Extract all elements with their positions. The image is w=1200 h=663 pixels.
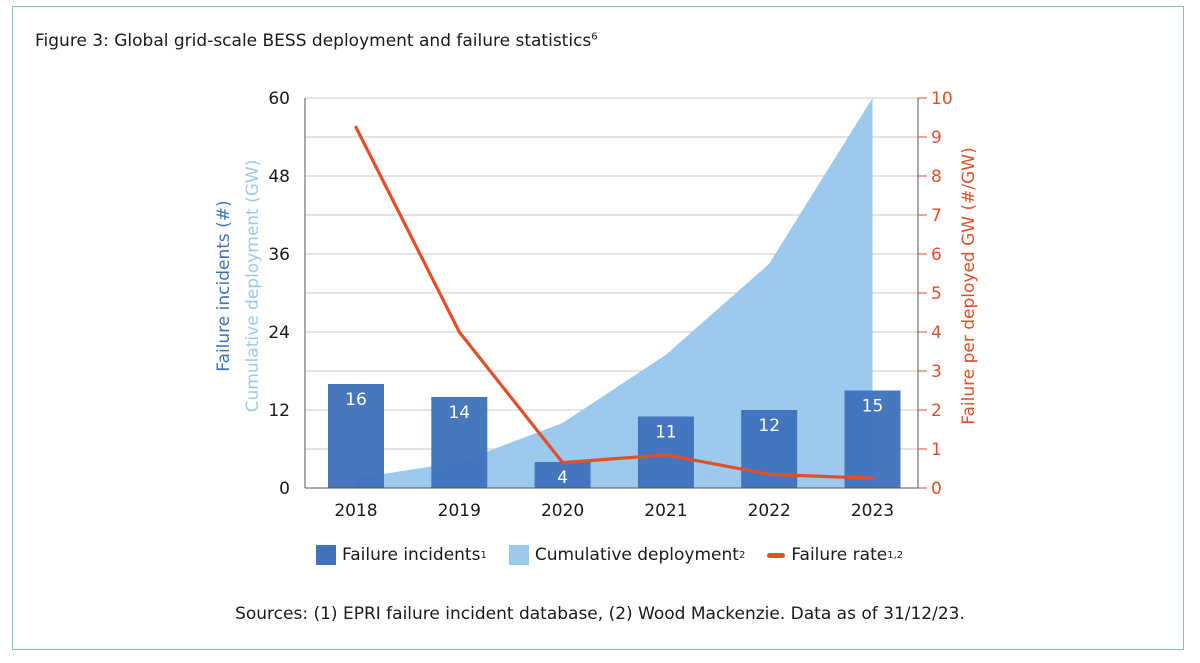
bar-data-label-2023: 15 — [862, 397, 884, 417]
y-left-tick-label: 48 — [268, 167, 290, 187]
figure-frame — [12, 6, 1184, 650]
legend-label-rate: Failure rate — [791, 545, 888, 565]
x-tick-label-2022: 2022 — [748, 501, 791, 521]
y-left-label-deployment: Cumulative deployment (GW) — [243, 160, 263, 413]
legend-item-incidents: Failure incidents 1 — [316, 545, 487, 565]
bar-data-label-2020: 4 — [557, 468, 568, 488]
figure-title-footnote: 6 — [591, 31, 598, 43]
y-right-tick-label: 7 — [931, 206, 942, 226]
bar-data-label-2022: 12 — [758, 416, 780, 436]
point-failure-rate-2020 — [561, 461, 565, 465]
y-right-label: Failure per deployed GW (#/GW) — [959, 147, 979, 424]
x-tick-label-2019: 2019 — [438, 501, 481, 521]
x-tick-label-2018: 2018 — [334, 501, 377, 521]
legend-label-incidents: Failure incidents — [342, 545, 481, 565]
legend-footnote-deployment: 2 — [738, 549, 746, 561]
figure-title-text: Figure 3: Global grid-scale BESS deploym… — [35, 31, 592, 51]
y-right-tick-label: 1 — [931, 440, 942, 460]
y-right-tick-label: 3 — [931, 362, 942, 382]
legend-swatch-deployment — [508, 545, 529, 565]
y-right-tick-label: 5 — [931, 284, 942, 304]
y-right-tick-label: 10 — [931, 89, 953, 109]
y-right-tick-label: 8 — [931, 167, 942, 187]
bar-failure-incidents-2019 — [431, 397, 488, 488]
legend-item-deployment: Cumulative deployment 2 — [508, 545, 746, 565]
point-failure-rate-2023 — [870, 476, 875, 480]
y-left-label-incidents: Failure incidents (#) — [214, 200, 234, 371]
y-left-tick-label: 36 — [268, 245, 290, 265]
legend-footnote-rate: 1,2 — [887, 549, 904, 561]
point-failure-rate-2019 — [457, 330, 461, 334]
bar-failure-incidents-2018 — [328, 384, 384, 488]
y-right-tick-label: 9 — [931, 128, 942, 148]
point-failure-rate-2022 — [767, 472, 771, 476]
point-failure-rate-2021 — [664, 453, 668, 457]
y-right-tick-label: 0 — [931, 479, 942, 499]
x-tick-label-2021: 2021 — [644, 501, 687, 521]
bar-failure-incidents-2023 — [844, 390, 901, 488]
figure-title: Figure 3: Global grid-scale BESS deploym… — [35, 31, 598, 51]
line-failure-rate — [354, 126, 873, 480]
legend: Failure incidents 1 Cumulative deployment… — [316, 542, 925, 568]
legend-item-rate: Failure rate 1,2 — [767, 545, 903, 565]
area-cumulative-deployment — [356, 98, 873, 488]
legend-footnote-incidents: 1 — [480, 549, 487, 561]
y-left-tick-label: 0 — [279, 479, 290, 499]
y-left-tick-label: 12 — [268, 401, 290, 421]
bar-failure-incidents-2021 — [637, 416, 694, 488]
legend-swatch-rate — [767, 552, 786, 558]
y-right-tick-label: 2 — [931, 401, 942, 421]
legend-swatch-incidents — [316, 545, 336, 565]
legend-label-deployment: Cumulative deployment — [534, 545, 739, 565]
bar-failure-incidents-2020 — [534, 462, 591, 488]
source-note: Sources: (1) EPRI failure incident datab… — [235, 604, 965, 624]
y-left-tick-label: 24 — [268, 323, 290, 343]
x-tick-label-2023: 2023 — [851, 501, 894, 521]
point-failure-rate-2018 — [354, 125, 358, 129]
bar-data-label-2021: 11 — [655, 423, 677, 443]
y-right-tick-label: 6 — [931, 245, 942, 265]
x-tick-label-2020: 2020 — [541, 501, 584, 521]
y-left-tick-label: 60 — [268, 89, 290, 109]
y-right-tick-label: 4 — [931, 323, 942, 343]
bar-data-label-2019: 14 — [448, 403, 470, 423]
bar-data-label-2018: 16 — [345, 390, 367, 410]
